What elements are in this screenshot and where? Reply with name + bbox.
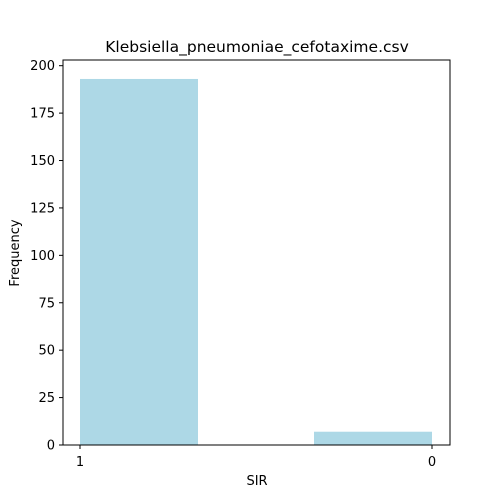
y-axis: 0 25 50 75 100 125 150 175 200 [30, 59, 63, 454]
y-tick-label: 50 [38, 344, 55, 359]
y-tick-label: 200 [30, 59, 55, 74]
bar-0 [314, 431, 432, 445]
chart-title: Klebsiella_pneumoniae_cefotaxime.csv [105, 38, 409, 57]
x-axis-label: SIR [246, 474, 267, 489]
y-axis-label: Frequency [8, 219, 23, 286]
y-tick-label: 100 [30, 249, 55, 264]
y-tick-label: 0 [47, 439, 55, 454]
y-tick-label: 25 [38, 391, 55, 406]
y-tick-label: 125 [30, 201, 55, 216]
x-tick-label: 1 [76, 455, 84, 470]
y-tick-label: 175 [30, 107, 55, 122]
y-tick-label: 75 [38, 296, 55, 311]
x-tick-label: 0 [428, 455, 436, 470]
bars-group [80, 78, 432, 445]
y-tick-label: 150 [30, 154, 55, 169]
plot-frame [62, 59, 451, 446]
bar-1 [80, 78, 198, 445]
